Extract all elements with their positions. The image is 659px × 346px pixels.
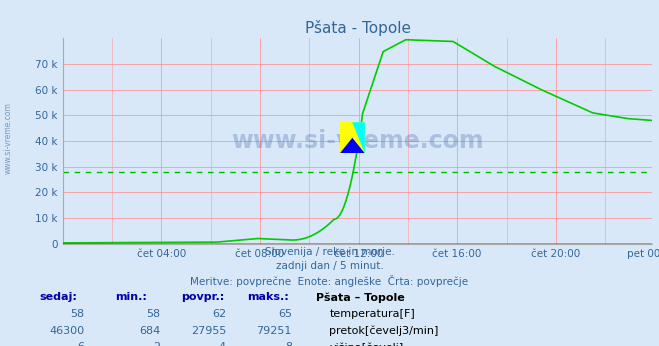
Text: Meritve: povprečne  Enote: angleške  Črta: povprečje: Meritve: povprečne Enote: angleške Črta:…	[190, 275, 469, 287]
Text: www.si-vreme.com: www.si-vreme.com	[231, 129, 484, 153]
Polygon shape	[340, 138, 365, 153]
Text: 8: 8	[285, 342, 292, 346]
Text: zadnji dan / 5 minut.: zadnji dan / 5 minut.	[275, 261, 384, 271]
Text: 6: 6	[77, 342, 84, 346]
Text: sedaj:: sedaj:	[40, 292, 77, 302]
Title: Pšata - Topole: Pšata - Topole	[304, 19, 411, 36]
Text: 4: 4	[219, 342, 226, 346]
Text: pretok[čevelj3/min]: pretok[čevelj3/min]	[330, 326, 439, 336]
Text: www.si-vreme.com: www.si-vreme.com	[3, 102, 13, 174]
Text: Slovenija / reke in morje.: Slovenija / reke in morje.	[264, 247, 395, 257]
Text: 62: 62	[212, 309, 226, 319]
Text: 58: 58	[146, 309, 160, 319]
Text: 79251: 79251	[256, 326, 292, 336]
Text: 46300: 46300	[49, 326, 84, 336]
Text: 27955: 27955	[190, 326, 226, 336]
Text: višina[čevelj]: višina[čevelj]	[330, 342, 404, 346]
Text: maks.:: maks.:	[247, 292, 289, 302]
Text: povpr.:: povpr.:	[181, 292, 225, 302]
Text: 684: 684	[139, 326, 160, 336]
Polygon shape	[353, 122, 365, 153]
Text: Pšata – Topole: Pšata – Topole	[316, 292, 405, 303]
Text: 58: 58	[71, 309, 84, 319]
Text: min.:: min.:	[115, 292, 147, 302]
Text: 65: 65	[278, 309, 292, 319]
Text: temperatura[F]: temperatura[F]	[330, 309, 415, 319]
Text: 2: 2	[153, 342, 160, 346]
